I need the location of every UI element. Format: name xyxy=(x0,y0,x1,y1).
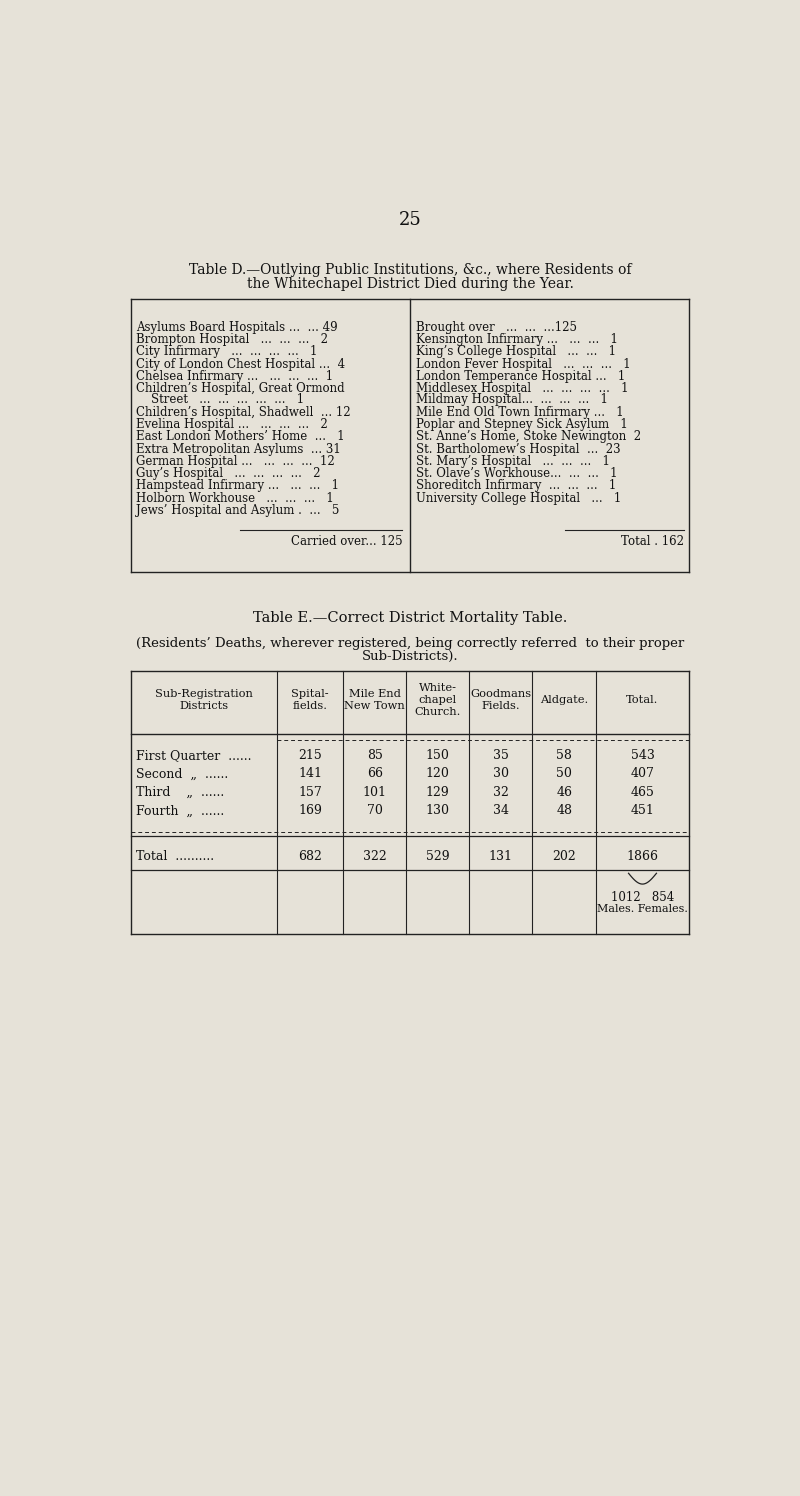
Text: London Temperance Hospital ...   1: London Temperance Hospital ... 1 xyxy=(416,370,626,383)
Text: University College Hospital   ...   1: University College Hospital ... 1 xyxy=(416,492,622,504)
Text: Males. Females.: Males. Females. xyxy=(597,905,688,914)
Text: 35: 35 xyxy=(493,749,509,761)
Text: 46: 46 xyxy=(556,785,572,799)
Text: Carried over... 125: Carried over... 125 xyxy=(290,536,402,548)
Text: German Hospital ...   ...  ...  ...  12: German Hospital ... ... ... ... 12 xyxy=(136,455,334,468)
Text: 34: 34 xyxy=(493,805,509,817)
Text: 50: 50 xyxy=(556,767,572,781)
Text: Total.: Total. xyxy=(626,696,658,705)
Text: 169: 169 xyxy=(298,805,322,817)
Text: Street   ...  ...  ...  ...  ...   1: Street ... ... ... ... ... 1 xyxy=(136,393,304,407)
Text: Mildmay Hospital...  ...  ...  ...   1: Mildmay Hospital... ... ... ... 1 xyxy=(416,393,608,407)
Text: White-
chapel
Church.: White- chapel Church. xyxy=(414,684,461,717)
Text: Fourth  „  ......: Fourth „ ...... xyxy=(136,805,224,817)
Text: Table E.—Correct District Mortality Table.: Table E.—Correct District Mortality Tabl… xyxy=(253,612,567,625)
Text: (Residents’ Deaths, wherever registered, being correctly referred  to their prop: (Residents’ Deaths, wherever registered,… xyxy=(136,637,684,651)
Text: City Infirmary   ...  ...  ...  ...   1: City Infirmary ... ... ... ... 1 xyxy=(136,346,317,359)
Text: 130: 130 xyxy=(426,805,450,817)
Text: 465: 465 xyxy=(630,785,654,799)
Text: St. Anne’s Home, Stoke Newington  2: St. Anne’s Home, Stoke Newington 2 xyxy=(416,431,642,443)
Text: Poplar and Stepney Sick Asylum   1: Poplar and Stepney Sick Asylum 1 xyxy=(416,417,628,431)
Text: 25: 25 xyxy=(398,211,422,229)
Text: 101: 101 xyxy=(362,785,386,799)
Text: Evelina Hospital ...   ...  ...  ...   2: Evelina Hospital ... ... ... ... 2 xyxy=(136,417,327,431)
Text: 131: 131 xyxy=(489,850,513,863)
Text: Mile End Old Town Infirmary ...   1: Mile End Old Town Infirmary ... 1 xyxy=(416,405,624,419)
Text: Total . 162: Total . 162 xyxy=(622,536,684,548)
Text: Aldgate.: Aldgate. xyxy=(540,696,588,705)
Text: 32: 32 xyxy=(493,785,509,799)
Text: 48: 48 xyxy=(556,805,572,817)
Text: Third    „  ......: Third „ ...... xyxy=(136,785,224,799)
Text: East London Mothers’ Home  ...   1: East London Mothers’ Home ... 1 xyxy=(136,431,344,443)
Text: Chelsea Infirmary ...   ...  ...  ...  1: Chelsea Infirmary ... ... ... ... 1 xyxy=(136,370,333,383)
Text: St. Olave’s Workhouse...  ...  ...   1: St. Olave’s Workhouse... ... ... 1 xyxy=(416,467,618,480)
Text: London Fever Hospital   ...  ...  ...   1: London Fever Hospital ... ... ... 1 xyxy=(416,358,631,371)
Text: Jews’ Hospital and Asylum .  ...   5: Jews’ Hospital and Asylum . ... 5 xyxy=(136,504,339,518)
Text: 407: 407 xyxy=(630,767,654,781)
Text: Sub-Districts).: Sub-Districts). xyxy=(362,651,458,663)
Text: 66: 66 xyxy=(366,767,382,781)
Text: Total  ..........: Total .......... xyxy=(136,850,214,863)
Text: Holborn Workhouse   ...  ...  ...   1: Holborn Workhouse ... ... ... 1 xyxy=(136,492,334,504)
Text: 202: 202 xyxy=(552,850,576,863)
Text: 543: 543 xyxy=(630,749,654,761)
Text: 129: 129 xyxy=(426,785,450,799)
Text: 141: 141 xyxy=(298,767,322,781)
Text: 30: 30 xyxy=(493,767,509,781)
Text: First Quarter  ......: First Quarter ...... xyxy=(136,749,251,761)
Text: King’s College Hospital   ...  ...   1: King’s College Hospital ... ... 1 xyxy=(416,346,616,359)
Text: 529: 529 xyxy=(426,850,450,863)
Text: the Whitechapel District Died during the Year.: the Whitechapel District Died during the… xyxy=(246,277,574,292)
Text: Goodmans
Fields.: Goodmans Fields. xyxy=(470,690,531,711)
Text: Kensington Infirmary ...   ...  ...   1: Kensington Infirmary ... ... ... 1 xyxy=(416,334,618,346)
Text: Asylums Board Hospitals ...  ... 49: Asylums Board Hospitals ... ... 49 xyxy=(136,320,338,334)
Text: 70: 70 xyxy=(366,805,382,817)
Text: 58: 58 xyxy=(556,749,572,761)
Text: Sub-Registration
Districts: Sub-Registration Districts xyxy=(155,690,253,711)
Text: 1012   854: 1012 854 xyxy=(611,892,674,905)
Text: St. Bartholomew’s Hospital  ...  23: St. Bartholomew’s Hospital ... 23 xyxy=(416,443,621,455)
Text: Mile End
New Town: Mile End New Town xyxy=(344,690,405,711)
Text: 322: 322 xyxy=(363,850,386,863)
Text: Second  „  ......: Second „ ...... xyxy=(136,767,228,781)
Text: Table D.—Outlying Public Institutions, &c., where Residents of: Table D.—Outlying Public Institutions, &… xyxy=(189,263,631,277)
Text: 215: 215 xyxy=(298,749,322,761)
Text: 451: 451 xyxy=(630,805,654,817)
Text: Children’s Hospital, Shadwell  ... 12: Children’s Hospital, Shadwell ... 12 xyxy=(136,405,350,419)
Text: Extra Metropolitan Asylums  ... 31: Extra Metropolitan Asylums ... 31 xyxy=(136,443,341,455)
Text: Spital-
fields.: Spital- fields. xyxy=(291,690,329,711)
Text: Children’s Hospital, Great Ormond: Children’s Hospital, Great Ormond xyxy=(136,383,344,395)
Text: Shoreditch Infirmary  ...  ...  ...   1: Shoreditch Infirmary ... ... ... 1 xyxy=(416,480,617,492)
Text: Hampstead Infirmary ...   ...  ...   1: Hampstead Infirmary ... ... ... 1 xyxy=(136,480,338,492)
Text: 120: 120 xyxy=(426,767,450,781)
Text: City of London Chest Hospital ...  4: City of London Chest Hospital ... 4 xyxy=(136,358,345,371)
Text: 85: 85 xyxy=(366,749,382,761)
Text: 1866: 1866 xyxy=(626,850,658,863)
Text: 150: 150 xyxy=(426,749,450,761)
Text: Guy’s Hospital   ...  ...  ...  ...   2: Guy’s Hospital ... ... ... ... 2 xyxy=(136,467,320,480)
Text: St. Mary’s Hospital   ...  ...  ...   1: St. Mary’s Hospital ... ... ... 1 xyxy=(416,455,610,468)
Text: 682: 682 xyxy=(298,850,322,863)
Text: 157: 157 xyxy=(298,785,322,799)
Text: Brought over   ...  ...  ...125: Brought over ... ... ...125 xyxy=(416,320,578,334)
Text: Middlesex Hospital   ...  ...  ...  ...   1: Middlesex Hospital ... ... ... ... 1 xyxy=(416,383,629,395)
Text: Brompton Hospital   ...  ...  ...   2: Brompton Hospital ... ... ... 2 xyxy=(136,334,328,346)
